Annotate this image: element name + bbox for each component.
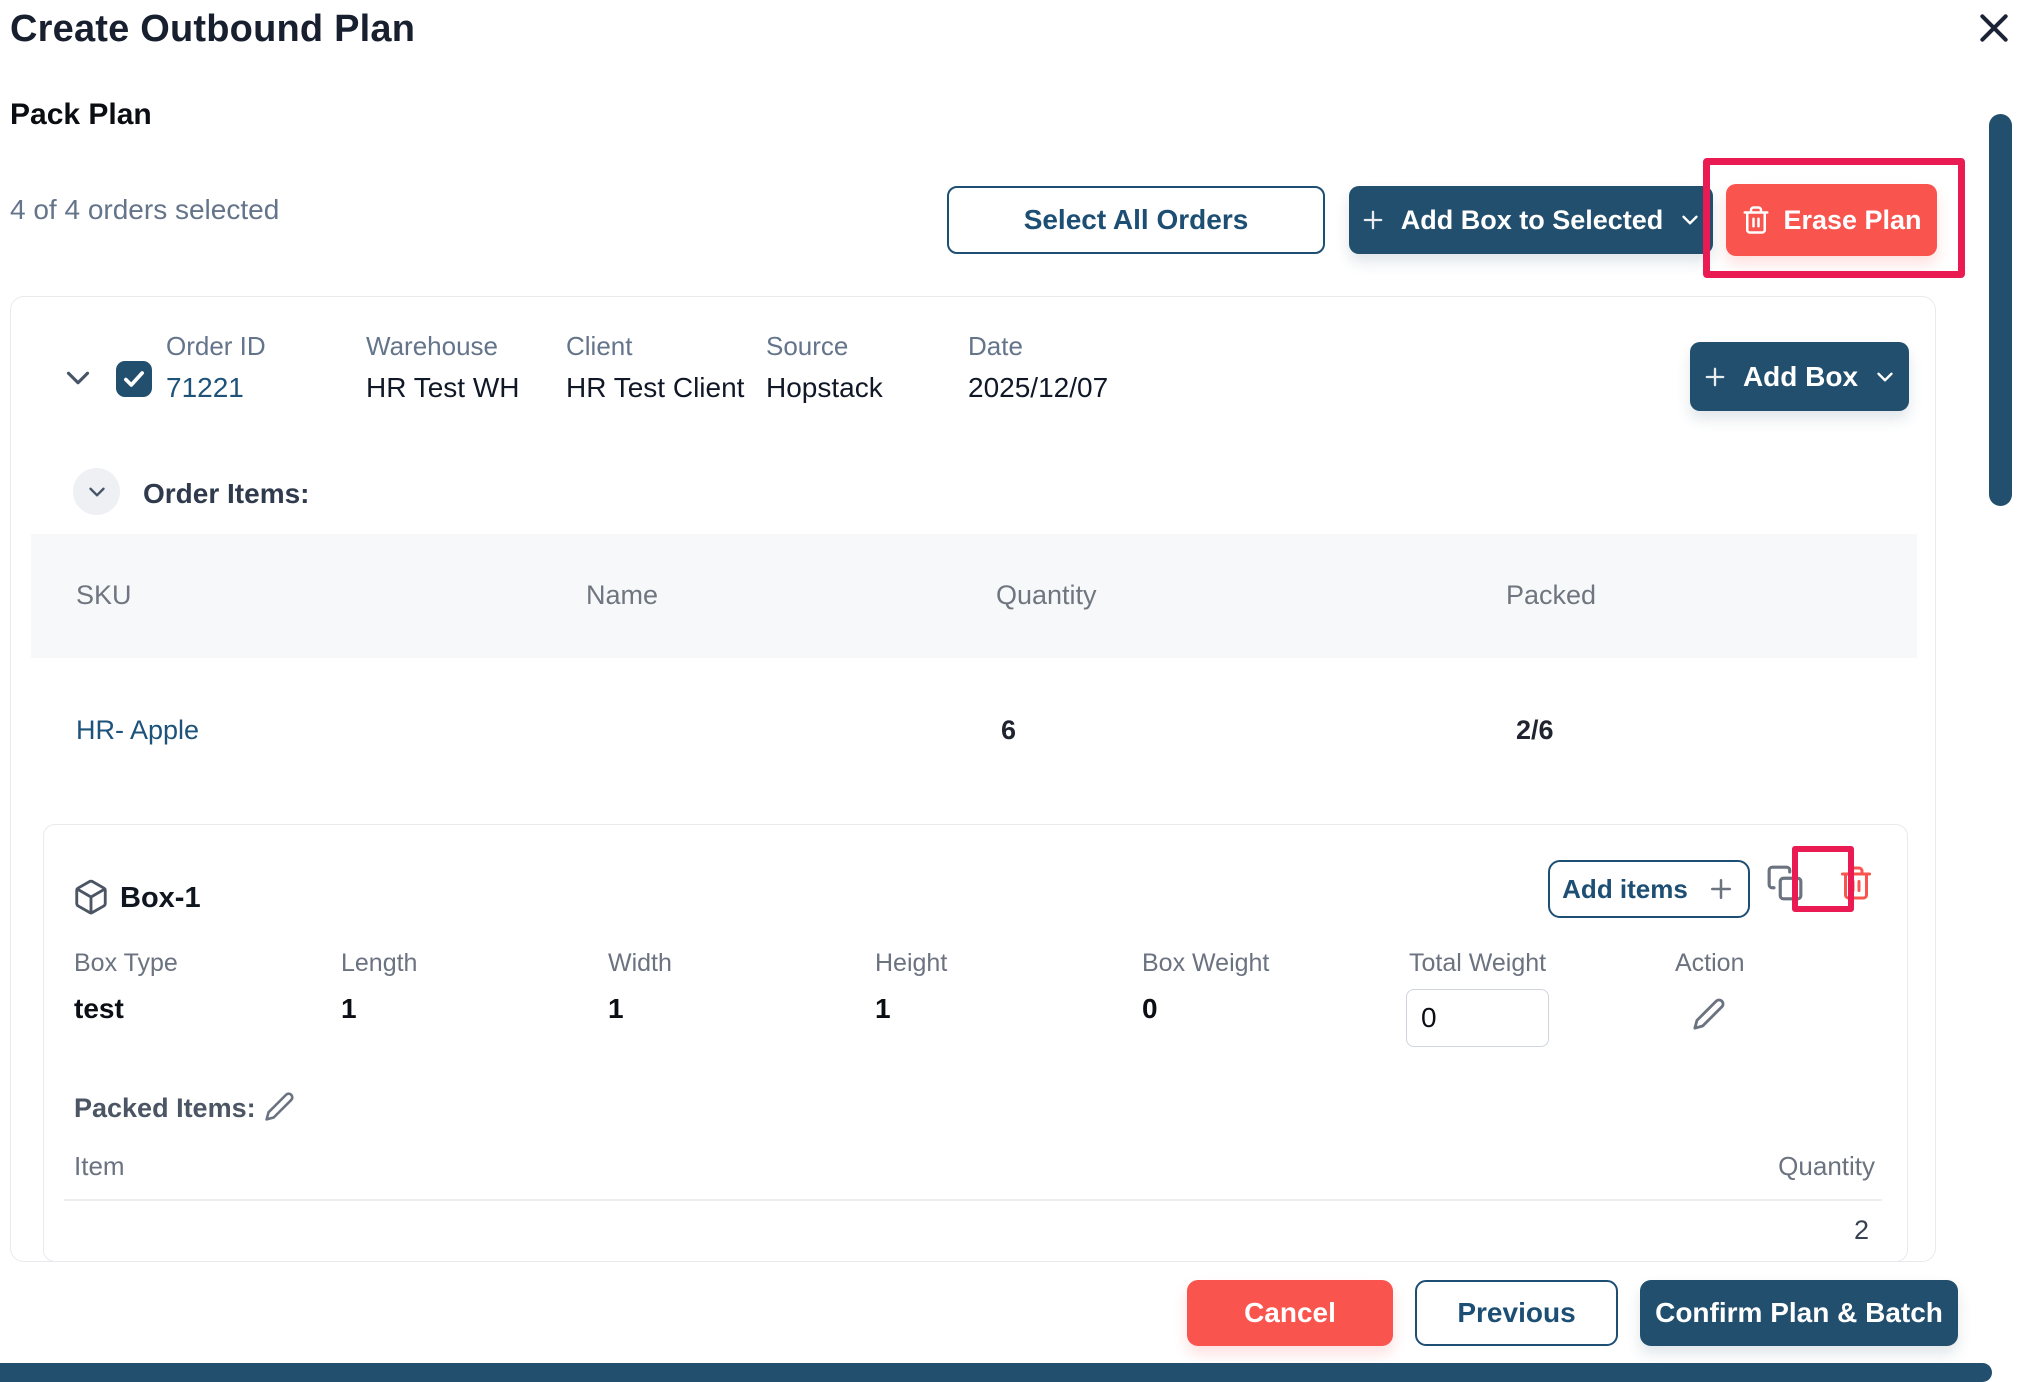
horizontal-scrollbar[interactable] xyxy=(0,1363,1992,1382)
erase-plan-button[interactable]: Erase Plan xyxy=(1726,184,1937,256)
erase-plan-label: Erase Plan xyxy=(1783,204,1922,235)
packed-items-heading: Packed Items: xyxy=(74,1093,256,1123)
width-label: Width xyxy=(608,949,672,977)
box-type-value: test xyxy=(74,993,124,1024)
box-name: Box-1 xyxy=(120,882,201,914)
client-value: HR Test Client xyxy=(566,372,745,403)
close-button[interactable] xyxy=(1968,2,2020,54)
action-label: Action xyxy=(1675,949,1745,977)
item-sku-link[interactable]: HR- Apple xyxy=(76,715,200,745)
add-box-button[interactable]: Add Box xyxy=(1690,342,1909,411)
cancel-button[interactable]: Cancel xyxy=(1187,1280,1393,1346)
footer-actions: Cancel Previous Confirm Plan & Batch xyxy=(1187,1280,1958,1346)
previous-label: Previous xyxy=(1457,1297,1576,1328)
vertical-scrollbar[interactable] xyxy=(1989,114,2012,506)
order-collapse-chevron-icon[interactable] xyxy=(59,359,97,397)
length-value: 1 xyxy=(341,993,357,1024)
order-items-heading: Order Items: xyxy=(143,478,310,509)
trash-icon xyxy=(1741,205,1771,235)
order-field-warehouse: Warehouse HR Test WH xyxy=(366,331,520,404)
chevron-down-icon xyxy=(1677,207,1703,233)
add-box-to-selected-label: Add Box to Selected xyxy=(1400,204,1664,235)
order-items-collapse-button[interactable] xyxy=(73,468,120,515)
order-panel: Order ID 71221 Warehouse HR Test WH Clie… xyxy=(10,296,1936,1262)
total-weight-label: Total Weight xyxy=(1409,949,1547,977)
add-items-label: Add items xyxy=(1562,873,1688,904)
date-label: Date xyxy=(968,331,1023,361)
item-packed-value: 2/6 xyxy=(1516,715,1554,745)
edit-packed-items-pencil-icon[interactable] xyxy=(264,1091,295,1122)
order-checkbox[interactable] xyxy=(116,361,152,397)
plus-icon xyxy=(1706,874,1736,904)
plus-icon xyxy=(1359,206,1387,234)
section-title: Pack Plan xyxy=(10,98,152,131)
order-field-source: Source Hopstack xyxy=(766,331,883,404)
close-icon xyxy=(1974,8,2014,48)
height-label: Height xyxy=(875,949,948,977)
duplicate-box-icon[interactable] xyxy=(1766,864,1806,908)
client-label: Client xyxy=(566,331,633,361)
source-value: Hopstack xyxy=(766,372,883,403)
date-value: 2025/12/07 xyxy=(968,372,1109,403)
order-id-value[interactable]: 71221 xyxy=(166,372,244,403)
confirm-plan-batch-button[interactable]: Confirm Plan & Batch xyxy=(1640,1280,1958,1346)
confirm-label: Confirm Plan & Batch xyxy=(1655,1297,1943,1328)
add-box-to-selected-button[interactable]: Add Box to Selected xyxy=(1349,186,1713,254)
warehouse-value: HR Test WH xyxy=(366,372,520,403)
order-field-order-id: Order ID 71221 xyxy=(166,331,266,404)
order-field-date: Date 2025/12/07 xyxy=(968,331,1108,404)
edit-box-pencil-icon[interactable] xyxy=(1692,997,1726,1031)
warehouse-label: Warehouse xyxy=(366,331,498,361)
box-cube-icon xyxy=(72,878,110,916)
box-weight-value: 0 xyxy=(1142,993,1158,1024)
width-value: 1 xyxy=(608,993,624,1024)
box-type-label: Box Type xyxy=(74,949,178,977)
selection-summary: 4 of 4 orders selected xyxy=(10,194,280,225)
chevron-down-icon xyxy=(1872,364,1898,390)
packed-quantity-value: 2 xyxy=(1853,1215,1869,1245)
packed-col-header-item: Item xyxy=(74,1151,125,1181)
delete-box-trash-icon[interactable] xyxy=(1838,865,1875,907)
length-label: Length xyxy=(341,949,418,977)
chevron-down-icon xyxy=(84,479,110,505)
add-items-button[interactable]: Add items xyxy=(1548,860,1750,918)
select-all-orders-button[interactable]: Select All Orders xyxy=(947,186,1325,254)
page-title: Create Outbound Plan xyxy=(10,8,416,50)
box-weight-label: Box Weight xyxy=(1142,949,1270,977)
source-label: Source xyxy=(766,331,849,361)
item-quantity-value: 6 xyxy=(1001,715,1017,745)
col-header-packed: Packed xyxy=(1506,580,1597,610)
packed-table-divider xyxy=(64,1199,1882,1201)
check-icon xyxy=(121,366,147,392)
height-value: 1 xyxy=(875,993,891,1024)
box-card: Box-1 Add items Box Type Length Width He… xyxy=(43,824,1908,1262)
add-box-label: Add Box xyxy=(1742,360,1859,392)
cancel-label: Cancel xyxy=(1244,1297,1336,1328)
col-header-quantity: Quantity xyxy=(996,580,1097,610)
col-header-sku: SKU xyxy=(76,580,132,610)
packed-col-header-quantity: Quantity xyxy=(1778,1151,1875,1181)
col-header-name: Name xyxy=(586,580,659,610)
total-weight-input[interactable] xyxy=(1406,989,1549,1047)
select-all-orders-label: Select All Orders xyxy=(1023,204,1249,235)
order-items-table-header xyxy=(31,534,1917,658)
plus-icon xyxy=(1701,363,1729,391)
order-id-label: Order ID xyxy=(166,331,266,361)
previous-button[interactable]: Previous xyxy=(1415,1280,1618,1346)
order-field-client: Client HR Test Client xyxy=(566,331,744,404)
